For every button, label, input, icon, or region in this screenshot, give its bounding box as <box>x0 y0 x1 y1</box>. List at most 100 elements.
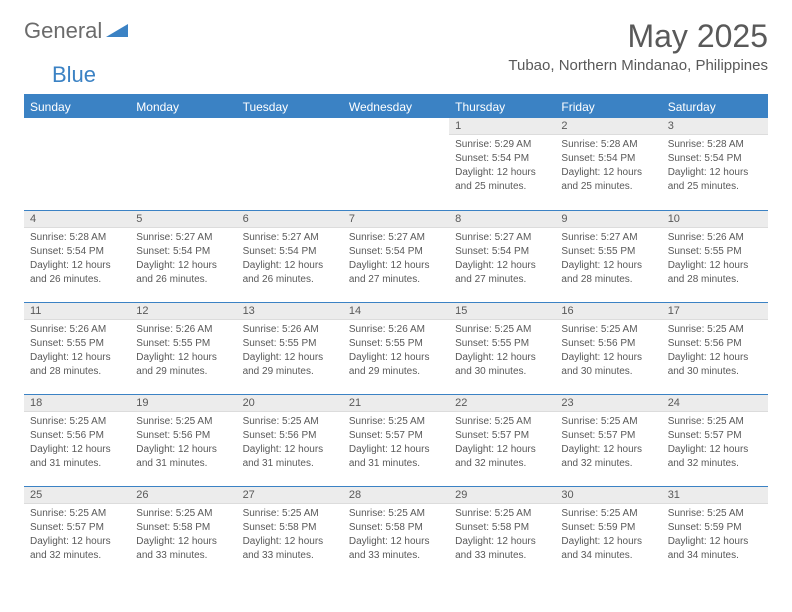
day-details: Sunrise: 5:27 AMSunset: 5:55 PMDaylight:… <box>555 228 661 291</box>
calendar-day-cell: 11Sunrise: 5:26 AMSunset: 5:55 PMDayligh… <box>24 302 130 394</box>
sunrise-text: Sunrise: 5:25 AM <box>561 415 655 428</box>
sunset-text: Sunset: 5:58 PM <box>243 521 337 534</box>
daylight-text: and 33 minutes. <box>455 549 549 562</box>
day-details: Sunrise: 5:26 AMSunset: 5:55 PMDaylight:… <box>24 320 130 383</box>
calendar-day-cell: 4Sunrise: 5:28 AMSunset: 5:54 PMDaylight… <box>24 210 130 302</box>
daylight-text: Daylight: 12 hours <box>243 259 337 272</box>
calendar-day-cell <box>343 118 449 210</box>
daylight-text: Daylight: 12 hours <box>668 535 762 548</box>
daylight-text: and 32 minutes. <box>561 457 655 470</box>
daylight-text: and 29 minutes. <box>136 365 230 378</box>
day-details: Sunrise: 5:25 AMSunset: 5:58 PMDaylight:… <box>130 504 236 567</box>
day-number: 21 <box>343 395 449 412</box>
day-details: Sunrise: 5:28 AMSunset: 5:54 PMDaylight:… <box>662 135 768 198</box>
sunrise-text: Sunrise: 5:27 AM <box>455 231 549 244</box>
calendar-table: Sunday Monday Tuesday Wednesday Thursday… <box>24 96 768 578</box>
daylight-text: and 27 minutes. <box>349 273 443 286</box>
sunrise-text: Sunrise: 5:25 AM <box>349 415 443 428</box>
calendar-day-cell: 14Sunrise: 5:26 AMSunset: 5:55 PMDayligh… <box>343 302 449 394</box>
sunrise-text: Sunrise: 5:25 AM <box>455 415 549 428</box>
calendar-day-cell: 22Sunrise: 5:25 AMSunset: 5:57 PMDayligh… <box>449 394 555 486</box>
day-number: 2 <box>555 118 661 135</box>
calendar-day-cell: 29Sunrise: 5:25 AMSunset: 5:58 PMDayligh… <box>449 486 555 578</box>
calendar-day-cell: 3Sunrise: 5:28 AMSunset: 5:54 PMDaylight… <box>662 118 768 210</box>
calendar-day-cell: 20Sunrise: 5:25 AMSunset: 5:56 PMDayligh… <box>237 394 343 486</box>
sunrise-text: Sunrise: 5:26 AM <box>243 323 337 336</box>
daylight-text: and 26 minutes. <box>30 273 124 286</box>
daylight-text: Daylight: 12 hours <box>349 443 443 456</box>
day-details: Sunrise: 5:26 AMSunset: 5:55 PMDaylight:… <box>662 228 768 291</box>
day-details: Sunrise: 5:29 AMSunset: 5:54 PMDaylight:… <box>449 135 555 198</box>
daylight-text: Daylight: 12 hours <box>243 443 337 456</box>
sunrise-text: Sunrise: 5:28 AM <box>30 231 124 244</box>
day-details: Sunrise: 5:25 AMSunset: 5:58 PMDaylight:… <box>449 504 555 567</box>
daylight-text: Daylight: 12 hours <box>668 443 762 456</box>
daylight-text: and 28 minutes. <box>668 273 762 286</box>
day-number: 1 <box>449 118 555 135</box>
calendar-day-cell: 16Sunrise: 5:25 AMSunset: 5:56 PMDayligh… <box>555 302 661 394</box>
day-number: 30 <box>555 487 661 504</box>
daylight-text: and 33 minutes. <box>136 549 230 562</box>
day-details: Sunrise: 5:25 AMSunset: 5:57 PMDaylight:… <box>343 412 449 475</box>
sunrise-text: Sunrise: 5:25 AM <box>243 415 337 428</box>
sunset-text: Sunset: 5:54 PM <box>349 245 443 258</box>
calendar-day-cell: 9Sunrise: 5:27 AMSunset: 5:55 PMDaylight… <box>555 210 661 302</box>
sunset-text: Sunset: 5:56 PM <box>243 429 337 442</box>
day-details: Sunrise: 5:25 AMSunset: 5:56 PMDaylight:… <box>24 412 130 475</box>
calendar-day-cell: 12Sunrise: 5:26 AMSunset: 5:55 PMDayligh… <box>130 302 236 394</box>
daylight-text: and 25 minutes. <box>455 180 549 193</box>
sunrise-text: Sunrise: 5:25 AM <box>30 415 124 428</box>
day-number: 16 <box>555 303 661 320</box>
daylight-text: Daylight: 12 hours <box>561 443 655 456</box>
calendar-day-cell: 24Sunrise: 5:25 AMSunset: 5:57 PMDayligh… <box>662 394 768 486</box>
daylight-text: Daylight: 12 hours <box>668 351 762 364</box>
day-number: 29 <box>449 487 555 504</box>
daylight-text: and 26 minutes. <box>136 273 230 286</box>
daylight-text: and 30 minutes. <box>561 365 655 378</box>
daylight-text: Daylight: 12 hours <box>455 166 549 179</box>
calendar-day-cell <box>237 118 343 210</box>
day-number: 25 <box>24 487 130 504</box>
daylight-text: and 26 minutes. <box>243 273 337 286</box>
day-details: Sunrise: 5:27 AMSunset: 5:54 PMDaylight:… <box>343 228 449 291</box>
daylight-text: Daylight: 12 hours <box>455 443 549 456</box>
sunrise-text: Sunrise: 5:28 AM <box>668 138 762 151</box>
daylight-text: and 30 minutes. <box>455 365 549 378</box>
calendar-day-cell: 15Sunrise: 5:25 AMSunset: 5:55 PMDayligh… <box>449 302 555 394</box>
weekday-header: Friday <box>555 96 661 118</box>
calendar-week-row: 18Sunrise: 5:25 AMSunset: 5:56 PMDayligh… <box>24 394 768 486</box>
sunrise-text: Sunrise: 5:25 AM <box>136 415 230 428</box>
day-details: Sunrise: 5:25 AMSunset: 5:56 PMDaylight:… <box>130 412 236 475</box>
day-details: Sunrise: 5:25 AMSunset: 5:57 PMDaylight:… <box>555 412 661 475</box>
daylight-text: Daylight: 12 hours <box>30 443 124 456</box>
day-number: 10 <box>662 211 768 228</box>
calendar-day-cell: 25Sunrise: 5:25 AMSunset: 5:57 PMDayligh… <box>24 486 130 578</box>
calendar-day-cell: 18Sunrise: 5:25 AMSunset: 5:56 PMDayligh… <box>24 394 130 486</box>
sunrise-text: Sunrise: 5:26 AM <box>349 323 443 336</box>
day-number: 19 <box>130 395 236 412</box>
daylight-text: and 29 minutes. <box>349 365 443 378</box>
brand-logo: General <box>24 18 130 44</box>
calendar-day-cell: 27Sunrise: 5:25 AMSunset: 5:58 PMDayligh… <box>237 486 343 578</box>
daylight-text: Daylight: 12 hours <box>243 535 337 548</box>
daylight-text: and 34 minutes. <box>668 549 762 562</box>
sunrise-text: Sunrise: 5:25 AM <box>136 507 230 520</box>
daylight-text: Daylight: 12 hours <box>455 259 549 272</box>
daylight-text: and 34 minutes. <box>561 549 655 562</box>
day-details: Sunrise: 5:25 AMSunset: 5:59 PMDaylight:… <box>555 504 661 567</box>
day-number: 6 <box>237 211 343 228</box>
daylight-text: and 33 minutes. <box>243 549 337 562</box>
day-number: 11 <box>24 303 130 320</box>
weekday-header: Wednesday <box>343 96 449 118</box>
sunrise-text: Sunrise: 5:25 AM <box>455 507 549 520</box>
day-number: 12 <box>130 303 236 320</box>
sunset-text: Sunset: 5:59 PM <box>668 521 762 534</box>
daylight-text: and 32 minutes. <box>30 549 124 562</box>
day-number: 31 <box>662 487 768 504</box>
sunset-text: Sunset: 5:56 PM <box>136 429 230 442</box>
day-details: Sunrise: 5:25 AMSunset: 5:57 PMDaylight:… <box>24 504 130 567</box>
day-number: 27 <box>237 487 343 504</box>
daylight-text: Daylight: 12 hours <box>136 259 230 272</box>
weekday-header: Saturday <box>662 96 768 118</box>
sunset-text: Sunset: 5:59 PM <box>561 521 655 534</box>
